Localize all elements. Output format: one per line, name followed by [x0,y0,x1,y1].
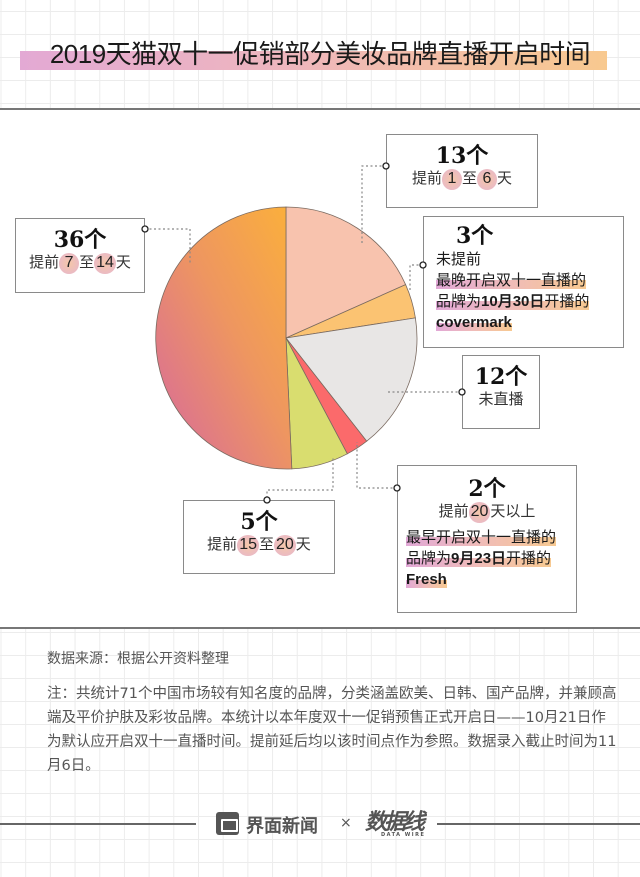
title-highlight-bar [20,51,607,70]
num-highlight: 1 [441,169,462,191]
desc-suffix: 天 [115,253,131,272]
num-highlight: 6 [477,169,497,191]
desc-prefix: 提前 [29,253,60,272]
desc-suffix: 天以上 [490,502,536,521]
desc-36: 提前 7 至 14 天 [16,253,144,275]
note-line-3: Fresh [406,569,568,590]
num-highlight: 15 [237,535,259,557]
num-highlight: 20 [468,502,491,524]
card-13: 13个 提前 1 至 6 天 [386,134,538,208]
card-12: 12个 未直播 [462,355,540,429]
desc-13: 提前 1 至 6 天 [387,169,537,191]
desc-mid: 至 [461,169,477,188]
brand-jiemian: 界面新闻 [246,816,318,837]
card-2: 2个 提前 20 天以上 最早开启双十一直播的 品牌为9月23日开播的 Fresh [397,465,577,613]
card-3: 3个 未提前 最晚开启双十一直播的 品牌为10月30日开播的 covermark [423,216,624,348]
card-36: 36个 提前 7 至 14 天 [15,218,145,293]
note-line-1: 最早开启双十一直播的 [406,527,568,548]
desc-mid: 至 [258,535,274,554]
connector-13 [361,165,386,245]
brand-covermark: covermark [436,314,512,332]
count-36: 36个 [53,227,107,253]
desc-prefix: 提前 [438,502,469,521]
note-text: 开播的 [544,292,590,311]
note-text: 品牌为 [406,549,452,568]
connector-2 [356,442,397,489]
line-not-early: 未提前 [436,250,482,269]
desc-suffix: 天 [497,169,513,188]
date-text: 9月23日 [451,550,507,568]
connector-3 [409,264,423,292]
connector-36 [145,228,191,263]
footnote: 注：共统计71个中国市场较有知名度的品牌，分类涵盖欧美、日韩、国产品牌，并兼顾高… [47,686,617,774]
desc-prefix: 提前 [411,169,442,188]
divider-right [437,823,640,825]
desc-5: 提前 15 至 20 天 [184,535,334,557]
count-13: 13个 [435,143,489,169]
divider-left [0,823,196,825]
count-2: 2个 [468,476,506,502]
brand-row: 界面新闻 × 数据线 DATA WIRE [0,809,640,840]
card-5: 5个 提前 15 至 20 天 [183,500,335,574]
date-text: 10月30日 [481,293,545,311]
pie-slice-1-6-days [285,206,407,339]
highlight-text: 最晚开启双十一直播的 [436,271,587,290]
brand-separator: × [340,815,352,831]
jiemian-logo-icon [216,812,239,835]
desc-prefix: 提前 [207,535,238,554]
pie-slice-no-live [285,317,418,442]
note-text: 开播的 [506,549,552,568]
num-highlight: 20 [274,535,296,557]
highlight-text: 品牌为10月30日开播的 [436,292,590,311]
note-text: 品牌为 [436,292,482,311]
count-3: 3个 [456,223,494,249]
count-5: 5个 [240,509,278,535]
brand-fresh: Fresh [406,571,447,589]
note-line-2: 品牌为10月30日开播的 [436,291,615,312]
count-12: 12个 [474,364,528,390]
highlight-text: 最早开启双十一直播的 [406,528,557,547]
num-highlight: 14 [94,253,116,275]
desc-mid: 至 [79,253,95,272]
page-title: 2019天猫双十一促销部分美妆品牌直播开启时间 [49,39,591,69]
desc-2: 提前 20 天以上 [406,502,568,524]
highlight-text: 品牌为9月23日开播的 [406,549,552,568]
header: 2019天猫双十一促销部分美妆品牌直播开启时间 [0,0,640,108]
num-highlight: 7 [59,253,80,275]
brand-datawire-logo: 数据线 [365,809,425,835]
note-line-2: 品牌为9月23日开播的 [406,548,568,569]
connector-5 [266,457,334,498]
desc-suffix: 天 [295,535,311,554]
desc-12: 未直播 [478,390,524,409]
data-source: 数据来源：根据公开资料整理 [47,651,229,667]
brand-datawire-sub: DATA WIRE [381,832,426,838]
note-line-1: 最晚开启双十一直播的 [436,270,615,291]
pie-slice-7-14-days [155,206,293,470]
note-line-3: covermark [436,312,615,333]
